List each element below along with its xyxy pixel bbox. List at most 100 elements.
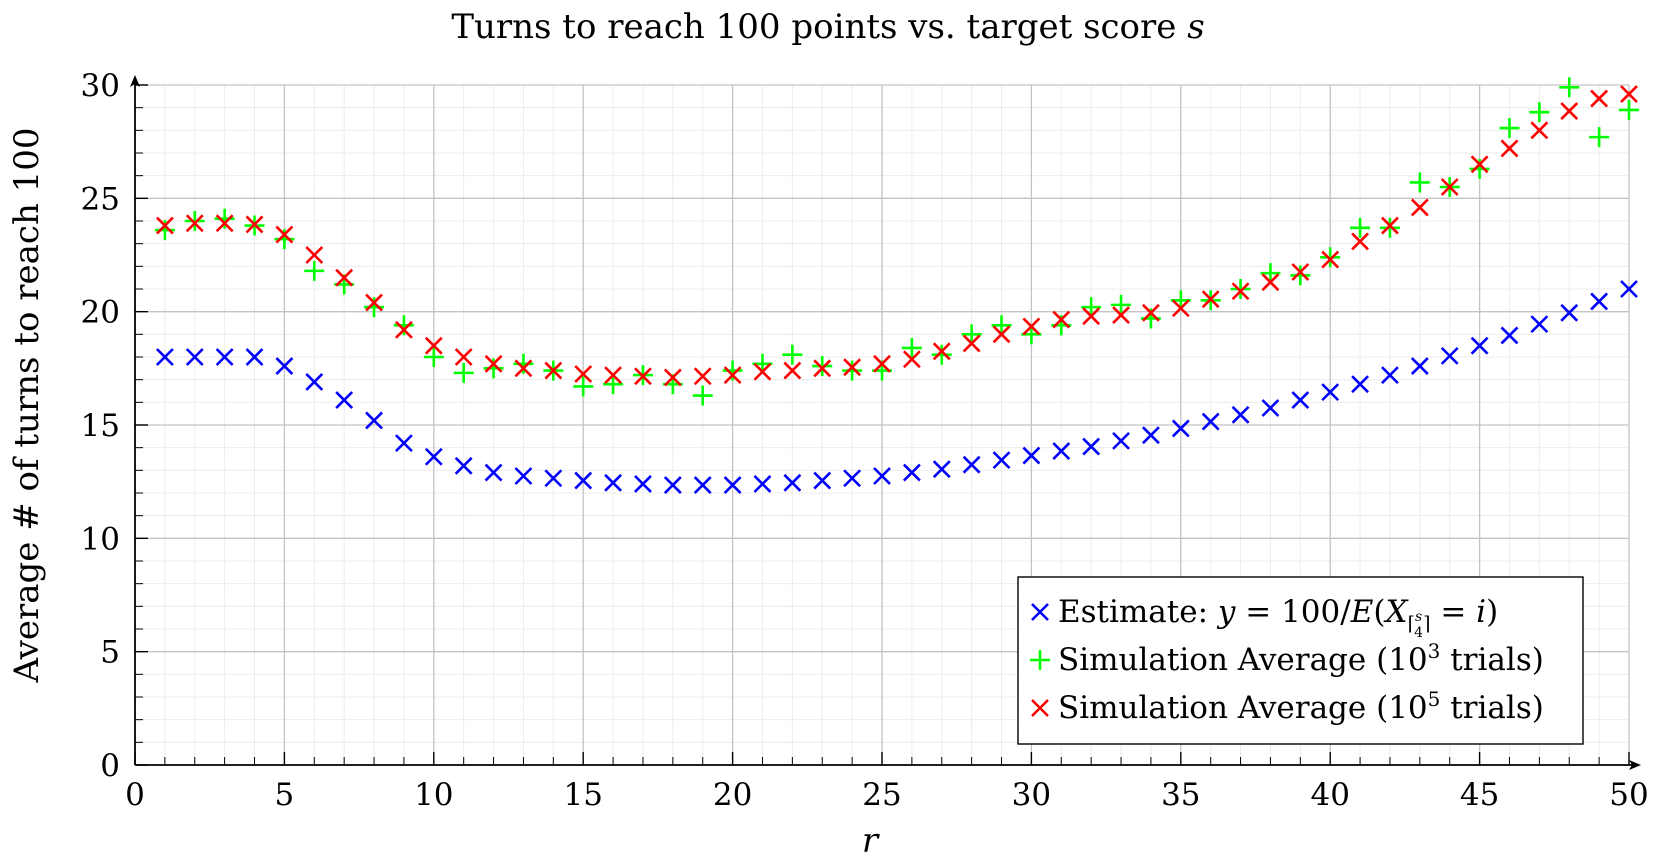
legend-label-sim-1e3: Simulation Average (103 trials) [1058, 639, 1544, 678]
estimate-point [1082, 437, 1101, 456]
plot-marks [154, 77, 1639, 494]
sim-1e5-point [1082, 307, 1101, 326]
axes [130, 75, 1641, 770]
estimate-point [1112, 431, 1130, 450]
sim-1e5-point [185, 214, 204, 233]
sim-1e3-point [1230, 279, 1251, 299]
x-tick-label: 15 [563, 777, 602, 813]
sim-1e5-point [1470, 155, 1489, 174]
estimate-point [813, 471, 832, 490]
sim-1e3-point [722, 360, 743, 381]
estimate-point [1590, 292, 1609, 311]
estimate-point [693, 476, 712, 494]
sim-1e5-point [544, 361, 563, 380]
estimate-point [245, 348, 264, 366]
sim-1e3-point [304, 260, 325, 281]
sim-1e5-point [902, 350, 921, 369]
series-estimate [155, 280, 1638, 494]
estimate-point [1410, 357, 1429, 375]
sim-1e5-point [1022, 317, 1041, 336]
sim-1e3-point [1529, 102, 1550, 123]
legend-entry-sim-1e3: Simulation Average (103 trials) [1030, 639, 1544, 678]
estimate-point [932, 460, 951, 479]
series-sim-1e3 [154, 77, 1639, 406]
sim-1e3-point [1499, 118, 1520, 139]
estimate-point [962, 455, 981, 474]
sim-1e5-point [1530, 121, 1549, 140]
sim-1e3-point [1350, 217, 1371, 238]
sim-1e5-point [1440, 178, 1459, 196]
estimate-point [753, 475, 772, 493]
sim-1e5-point [1321, 250, 1340, 269]
sim-1e3-point [184, 211, 205, 231]
sim-1e3-point [1559, 77, 1580, 98]
estimate-point [1022, 446, 1041, 465]
legend-marker [1031, 699, 1049, 717]
sim-1e3-point [931, 344, 952, 365]
y-tick-label: 20 [81, 295, 120, 331]
x-tick-label: 40 [1310, 777, 1349, 813]
estimate-point [992, 451, 1011, 470]
legend-entry-estimate: Estimate: y = 100/E(X⌈s 4⌉ = i) [1031, 594, 1498, 641]
estimate-point [424, 447, 443, 466]
estimate-point [484, 463, 503, 482]
estimate-point [275, 357, 294, 375]
estimate-point [185, 348, 204, 366]
sim-1e5-point [424, 336, 443, 355]
x-axis-arrow [1629, 760, 1641, 770]
y-tick-label: 15 [81, 408, 120, 444]
estimate-point [1560, 303, 1579, 322]
sim-1e5-point [1171, 299, 1190, 318]
estimate-point [1261, 399, 1280, 417]
sim-1e5-point [604, 366, 622, 385]
legend-marker-sim-1e5 [1031, 699, 1049, 717]
x-axis-label: r [862, 821, 880, 861]
sim-1e5-point [1201, 290, 1220, 309]
series-sim-1e5 [155, 85, 1638, 387]
sim-1e3-point [961, 324, 982, 345]
sim-1e3-point [782, 344, 803, 365]
sim-1e5-point [395, 320, 413, 339]
estimate-point [215, 348, 234, 366]
estimate-point [1470, 336, 1489, 355]
sim-1e5-point [962, 334, 981, 353]
sim-1e5-point [663, 368, 682, 387]
estimate-point [1530, 315, 1549, 334]
y-tick-label: 30 [81, 68, 120, 104]
sim-1e3-point [901, 337, 922, 358]
sim-1e3-point [812, 356, 833, 377]
legend-marker-sim-1e3 [1030, 650, 1050, 670]
y-axis-label: Average # of turns to reach 100 [7, 127, 47, 683]
legend-entry-sim-1e5: Simulation Average (105 trials) [1031, 687, 1544, 726]
sim-1e5-point [1381, 216, 1399, 235]
sim-1e5-point [634, 367, 652, 386]
estimate-point [1500, 326, 1519, 345]
sim-1e3-point [1379, 217, 1400, 238]
estimate-point [335, 391, 354, 409]
legend-label-estimate: Estimate: y = 100/E(X⌈s 4⌉ = i) [1058, 594, 1498, 641]
sim-1e5-point [484, 354, 503, 373]
sim-1e5-point [1052, 310, 1071, 329]
sim-1e5-point [693, 367, 712, 386]
x-tick-label: 30 [1012, 777, 1051, 813]
sim-1e3-point [842, 360, 863, 381]
y-tick-label: 25 [81, 181, 120, 217]
sim-1e5-point [813, 359, 832, 378]
x-tick-label: 50 [1609, 777, 1648, 813]
x-tick-label: 10 [414, 777, 453, 813]
sim-1e5-point [1410, 198, 1429, 217]
sim-1e5-point [873, 354, 891, 373]
estimate-point [783, 473, 802, 492]
legend-box [1017, 576, 1584, 745]
estimate-point [1142, 426, 1160, 445]
legend-marker [1031, 603, 1049, 621]
sim-1e5-point [275, 225, 294, 244]
estimate-point [365, 411, 383, 430]
x-tick-label: 45 [1460, 777, 1499, 813]
estimate-point [395, 434, 413, 453]
sim-1e3-point [1260, 263, 1281, 284]
sim-1e5-point [574, 365, 593, 383]
ticks: 0 5 10 15 20 25 30 35 40 45 50 0 5 10 15 20 25 30 [81, 68, 1649, 813]
estimate-point [305, 373, 324, 391]
